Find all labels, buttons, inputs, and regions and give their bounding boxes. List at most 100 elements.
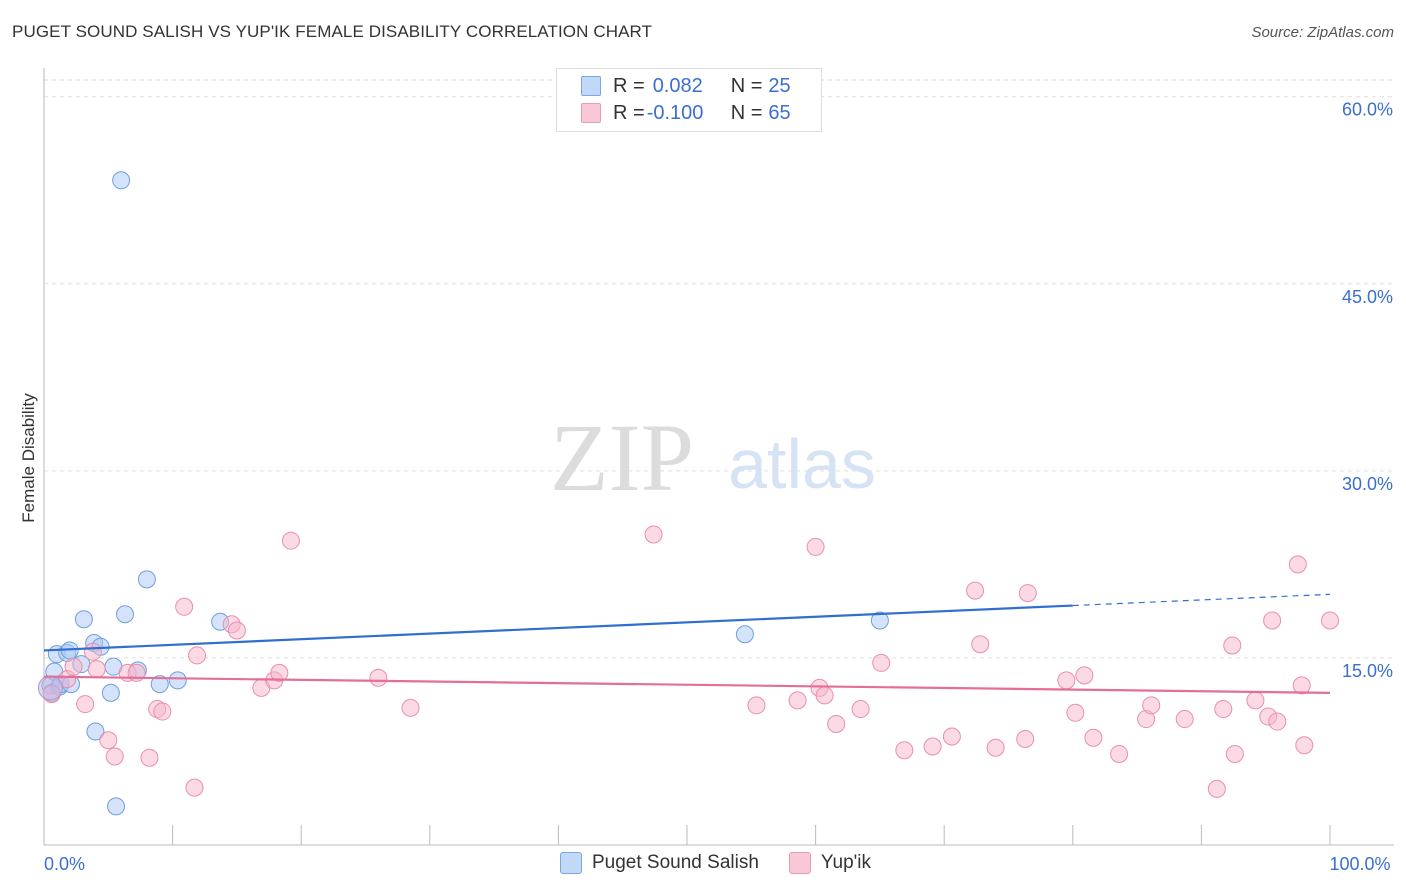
- yupik-point: [788, 691, 807, 710]
- series-legend-puget: Puget Sound Salish: [560, 852, 759, 874]
- yupik-point: [64, 657, 83, 676]
- yupik-point: [1207, 779, 1226, 798]
- yupik-point: [369, 668, 388, 687]
- trend-layer: [43, 593, 1331, 694]
- series-swatch-blue: [560, 852, 582, 874]
- yupik-point: [806, 537, 825, 556]
- yupik-point: [747, 696, 766, 715]
- puget-point: [150, 675, 169, 694]
- legend-r-value: 0.082: [652, 74, 703, 97]
- yupik-point: [851, 700, 870, 719]
- yupik-point: [1292, 676, 1311, 695]
- yupik-point: [1084, 728, 1103, 747]
- grid-layer: [44, 79, 1394, 659]
- series-label-puget: Puget Sound Salish: [592, 852, 759, 873]
- yupik-point: [923, 737, 942, 756]
- yupik-point: [153, 702, 172, 721]
- puget-trend-extension: [1072, 593, 1331, 607]
- yupik-point: [1246, 691, 1265, 710]
- yupik-point: [1321, 611, 1339, 630]
- legend-row-yupik: R = -0.100 N = 65: [581, 101, 791, 125]
- yupik-point: [1268, 712, 1287, 731]
- yupik-point: [971, 635, 990, 654]
- watermark-zip: ZIP: [550, 404, 694, 511]
- puget-point: [107, 797, 126, 816]
- yupik-point: [227, 621, 246, 640]
- legend-swatch-blue: [581, 76, 601, 96]
- watermark: ZIP atlas: [550, 404, 876, 511]
- yupik-point: [1075, 666, 1094, 685]
- legend-row-puget: R = 0.082 N = 25: [581, 74, 791, 98]
- label-layer: 15.0% 30.0% 45.0% 60.0% 0.0% 100.0% Female Dis…: [19, 100, 1393, 874]
- puget-point: [101, 683, 120, 702]
- yupik-point: [87, 660, 106, 679]
- puget-trend-line: [43, 604, 1073, 652]
- yupik-point: [1263, 611, 1282, 630]
- legend-n-value: 65: [768, 101, 791, 124]
- puget-point: [137, 570, 156, 589]
- source-label: Source: ZipAtlas.com: [1251, 24, 1394, 41]
- legend-n-label: N =: [730, 74, 763, 97]
- yupik-point: [270, 663, 289, 682]
- yupik-point: [827, 715, 846, 734]
- correlation-legend: R = 0.082 N = 25 R = -0.100 N = 65: [556, 68, 822, 132]
- yupik-point: [644, 525, 663, 544]
- yupik-point: [1057, 671, 1076, 690]
- yupik-point: [401, 698, 420, 717]
- legend-n-label: N =: [730, 101, 763, 124]
- legend-n-value: 25: [768, 74, 791, 97]
- yupik-point: [1225, 744, 1244, 763]
- yupik-trend-line: [43, 675, 1331, 694]
- yupik-point: [895, 741, 914, 760]
- puget-point: [74, 610, 93, 629]
- series-legend-yupik: Yup'ik: [788, 852, 872, 874]
- legend-r-value: -0.100: [646, 101, 704, 124]
- y-tick-label: 15.0%: [1342, 661, 1393, 681]
- x-tick-label: 0.0%: [44, 854, 85, 874]
- cluster-point: [37, 675, 63, 701]
- y-tick-label: 30.0%: [1342, 474, 1393, 494]
- puget-point: [168, 671, 187, 690]
- yupik-point: [281, 531, 300, 550]
- legend-r-label: R =: [613, 74, 645, 97]
- yupik-point: [99, 731, 118, 750]
- yupik-point: [140, 748, 159, 767]
- yupik-point: [1110, 744, 1129, 763]
- yupik-point: [986, 738, 1005, 757]
- puget-point: [116, 605, 135, 624]
- yupik-point: [1175, 710, 1194, 729]
- y-tick-label: 60.0%: [1342, 100, 1393, 120]
- yupik-point: [1223, 636, 1242, 655]
- chart-title: PUGET SOUND SALISH VS YUP'IK FEMALE DISA…: [12, 22, 653, 41]
- legend-swatch-pink: [581, 103, 601, 123]
- yupik-point: [188, 646, 207, 665]
- y-axis-label: Female Disability: [19, 393, 38, 523]
- yupik-point: [1295, 736, 1314, 755]
- series-label-yupik: Yup'ik: [820, 852, 872, 873]
- yupik-point: [815, 686, 834, 705]
- yupik-point: [966, 581, 985, 600]
- yupik-point: [1016, 729, 1035, 748]
- y-tick-label: 45.0%: [1342, 287, 1393, 307]
- yupik-point: [76, 695, 95, 714]
- yupik-point: [175, 597, 194, 616]
- axis-layer: [43, 68, 1394, 846]
- series-swatch-pink: [788, 852, 811, 874]
- yupik-point: [105, 747, 124, 766]
- legend-r-label: R =: [613, 101, 645, 124]
- yupik-point: [872, 653, 891, 672]
- puget-point: [112, 171, 131, 190]
- yupik-point: [1288, 555, 1307, 574]
- yupik-point: [185, 778, 204, 797]
- puget-point: [86, 722, 105, 741]
- series-legend: Puget Sound Salish Yup'ik: [560, 852, 901, 874]
- yupik-point: [83, 642, 102, 661]
- yupik-point: [1142, 696, 1161, 715]
- puget-point: [735, 625, 754, 644]
- yupik-point: [1066, 703, 1085, 722]
- watermark-atlas: atlas: [728, 425, 876, 503]
- yupik-point: [1018, 584, 1037, 603]
- yupik-point: [1214, 700, 1233, 719]
- puget-point: [870, 611, 889, 630]
